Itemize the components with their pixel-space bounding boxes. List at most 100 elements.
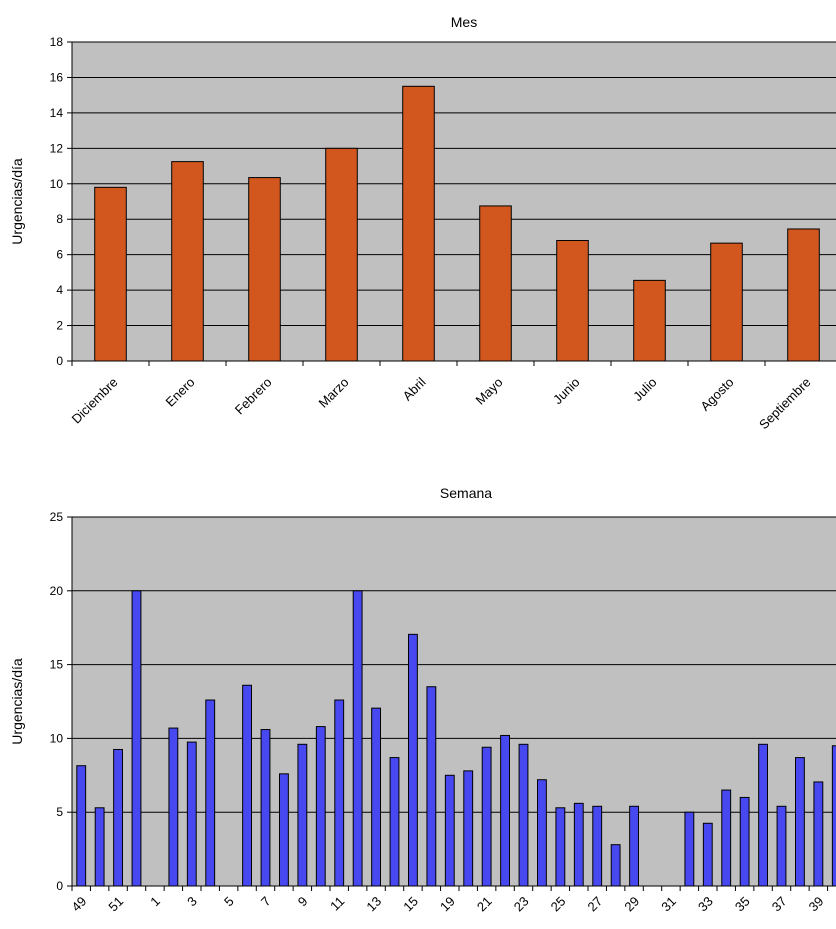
- x-tick-label: Enero: [162, 375, 197, 410]
- x-tick-label: 7: [258, 894, 274, 910]
- bar: [702, 822, 713, 887]
- x-tick-label: 5: [221, 894, 237, 910]
- bar: [426, 686, 437, 887]
- bar: [629, 805, 639, 887]
- bar: [371, 707, 381, 887]
- bar: [76, 765, 87, 887]
- y-axis-label: Urgencias/día: [9, 158, 25, 245]
- x-tick-label: Julio: [630, 375, 660, 405]
- y-tick-label: 2: [56, 319, 63, 333]
- y-tick-label: 16: [50, 70, 64, 84]
- bar: [113, 748, 123, 887]
- bar: [556, 239, 589, 362]
- bar: [463, 770, 474, 887]
- x-tick-label: 9: [295, 894, 311, 910]
- bar: [297, 743, 308, 887]
- bar: [444, 774, 455, 887]
- x-tick-label: Mayo: [473, 375, 506, 408]
- x-tick-label: Agosto: [697, 375, 736, 414]
- bar: [573, 802, 584, 887]
- y-tick-label: 20: [50, 584, 64, 598]
- bar: [592, 805, 603, 887]
- y-tick-label: 4: [56, 283, 63, 297]
- bar: [408, 633, 418, 887]
- y-tick-label: 8: [56, 212, 63, 226]
- bar: [205, 699, 216, 887]
- x-tick-label: 35: [732, 894, 753, 915]
- bar: [537, 779, 547, 887]
- x-tick-label: 1: [147, 894, 163, 910]
- bar: [242, 684, 252, 887]
- bar: [171, 161, 204, 362]
- bar: [94, 807, 105, 887]
- x-tick-label: 29: [621, 894, 642, 915]
- x-tick-label: Septiembre: [756, 375, 814, 433]
- bar: [352, 590, 363, 887]
- bar: [758, 743, 768, 887]
- bar: [260, 729, 271, 887]
- y-tick-label: 0: [56, 879, 63, 893]
- bar: [481, 746, 492, 887]
- bar: [710, 242, 743, 362]
- y-tick-label: 5: [56, 805, 63, 819]
- x-tick-label: Diciembre: [69, 375, 121, 427]
- y-tick-label: 14: [50, 106, 64, 120]
- bar: [131, 590, 142, 887]
- bar: [776, 805, 787, 887]
- x-tick-label: 37: [769, 894, 790, 915]
- y-tick-label: 15: [50, 658, 64, 672]
- x-tick-label: 49: [68, 894, 89, 915]
- bar: [813, 781, 824, 887]
- x-tick-label: 15: [400, 894, 421, 915]
- y-tick-label: 12: [50, 141, 64, 155]
- bar: [500, 734, 510, 887]
- x-tick-label: 31: [658, 894, 679, 915]
- y-tick-label: 10: [50, 731, 64, 745]
- bar: [795, 757, 805, 887]
- chart-title: Semana: [440, 485, 492, 501]
- bar: [721, 789, 732, 887]
- y-tick-label: 18: [50, 35, 64, 49]
- bar: [334, 699, 345, 887]
- x-tick-label: Junio: [550, 375, 583, 408]
- bar: [389, 757, 400, 887]
- x-tick-label: 21: [474, 894, 495, 915]
- x-tick-label: 27: [584, 894, 605, 915]
- bar: [684, 811, 695, 887]
- x-tick-label: 25: [548, 894, 569, 915]
- bar: [168, 727, 179, 887]
- x-tick-label: 13: [363, 894, 384, 915]
- x-tick-label: 39: [806, 894, 827, 915]
- bar: [315, 726, 326, 887]
- bar: [518, 743, 529, 887]
- x-tick-label: 51: [105, 894, 126, 915]
- bar: [739, 796, 750, 887]
- bar: [633, 279, 666, 362]
- x-tick-label: 23: [511, 894, 532, 915]
- bar: [610, 844, 621, 887]
- x-tick-label: 3: [184, 894, 200, 910]
- x-tick-label: 11: [327, 894, 347, 914]
- bar: [279, 773, 289, 887]
- bar: [325, 147, 358, 362]
- bar: [248, 177, 281, 362]
- chart-title: Mes: [451, 14, 477, 30]
- y-tick-label: 0: [56, 354, 63, 368]
- x-tick-label: 33: [695, 894, 716, 915]
- y-tick-label: 10: [50, 177, 64, 191]
- y-tick-label: 6: [56, 248, 63, 262]
- x-tick-label: Abril: [400, 374, 429, 403]
- bar: [831, 745, 836, 887]
- bar: [787, 228, 820, 362]
- y-tick-label: 25: [50, 510, 64, 524]
- chart-mes: 0 2 4 6 8 10 12 14 16 18 Diciembre Enero Febrero Marz…: [9, 14, 836, 432]
- bar: [186, 741, 197, 887]
- x-tick-label: 19: [437, 894, 458, 915]
- bar: [94, 186, 127, 362]
- bar: [402, 85, 435, 362]
- bar: [555, 807, 566, 887]
- y-axis-label: Urgencias/día: [9, 658, 25, 745]
- x-tick-label: Febrero: [232, 375, 275, 418]
